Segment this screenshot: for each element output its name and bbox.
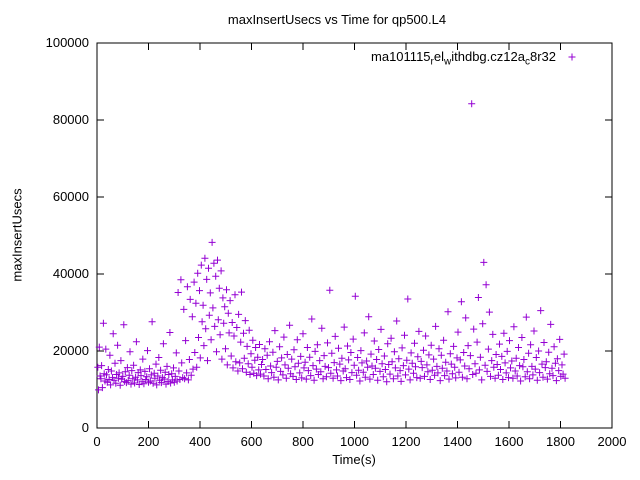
y-tick-label: 0 bbox=[81, 420, 89, 435]
legend-label-segment: 8r32 bbox=[529, 49, 556, 64]
x-tick-label: 1800 bbox=[546, 434, 575, 449]
y-tick-label: 100000 bbox=[45, 35, 89, 50]
legend-marker-icon bbox=[568, 53, 576, 61]
scatter-points bbox=[94, 100, 569, 394]
x-tick-label: 600 bbox=[240, 434, 263, 449]
y-tick-label: 20000 bbox=[52, 343, 89, 358]
y-axis-label: maxInsertUsecs bbox=[9, 188, 25, 282]
y-tick-label: 80000 bbox=[52, 112, 89, 127]
x-axis-label: Time(s) bbox=[332, 452, 376, 467]
axis-ticks bbox=[96, 42, 613, 429]
legend-label-subscript: r bbox=[430, 56, 434, 68]
x-tick-label: 800 bbox=[292, 434, 314, 449]
x-tick-label: 0 bbox=[93, 434, 101, 449]
x-tick-label: 200 bbox=[137, 434, 160, 449]
x-tick-label: 2000 bbox=[597, 434, 627, 449]
legend-label-segment: ithdbg.cz12a bbox=[451, 49, 525, 64]
legend-label-segment: el bbox=[433, 49, 444, 64]
legend-label-subscript: w bbox=[444, 56, 452, 68]
legend-label-segment: ma101115 bbox=[371, 49, 431, 64]
legend-label: ma101115relwithdbg.cz12ac8r32 bbox=[371, 49, 556, 68]
y-tick-label: 40000 bbox=[52, 266, 89, 281]
x-tick-label: 1600 bbox=[494, 434, 524, 449]
x-tick-label: 1000 bbox=[340, 434, 369, 449]
chart-title: maxInsertUsecs vs Time for qp500.L4 bbox=[227, 12, 447, 27]
y-tick-label: 60000 bbox=[52, 189, 89, 204]
x-tick-label: 400 bbox=[189, 434, 211, 449]
x-tick-label: 1400 bbox=[443, 434, 472, 449]
plot-border bbox=[96, 42, 613, 429]
x-tick-label: 1200 bbox=[391, 434, 421, 449]
legend-label-subscript: c bbox=[524, 56, 530, 68]
